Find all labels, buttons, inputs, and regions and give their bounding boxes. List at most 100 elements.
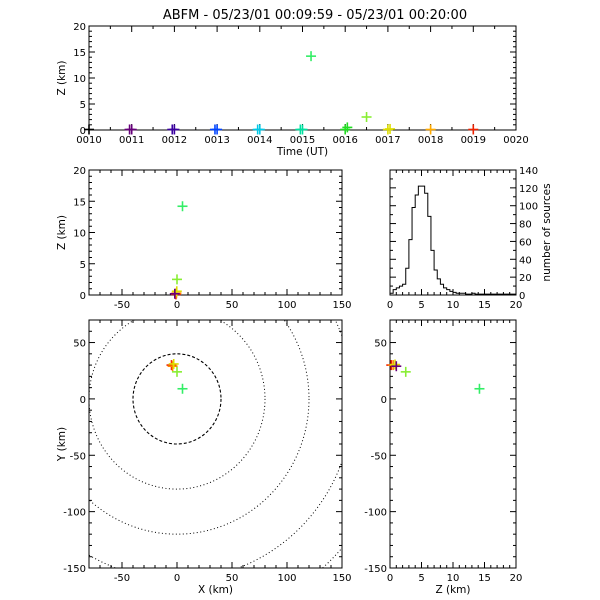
data-point bbox=[171, 286, 182, 297]
y-tick-label: 120 bbox=[519, 184, 538, 195]
x-tick-label: 0019 bbox=[461, 135, 486, 146]
y-tick-label: 0 bbox=[519, 291, 525, 302]
y-axis-label: Z (km) bbox=[56, 215, 68, 250]
x-tick-label: -50 bbox=[114, 300, 130, 311]
time-height-panel: 0010 0011 0012 0013 0014 0015 0016 0017 0018 0019… bbox=[56, 22, 529, 158]
data-point bbox=[168, 358, 179, 369]
x-tick-label: 10 bbox=[447, 573, 460, 584]
y-tick-label: 20 bbox=[519, 273, 532, 284]
data-point bbox=[177, 383, 188, 394]
x-tick-label: 0012 bbox=[162, 135, 187, 146]
range-rings bbox=[89, 320, 342, 568]
x-tick-label: 0011 bbox=[119, 135, 144, 146]
y-tick-label: 20 bbox=[73, 22, 86, 33]
data-point bbox=[474, 383, 485, 394]
data-point bbox=[361, 112, 372, 122]
x-tick-label: 0017 bbox=[375, 135, 400, 146]
y-tick-label: 140 bbox=[519, 166, 538, 177]
x-tick-label: 150 bbox=[332, 573, 351, 584]
x-tick-label: 5 bbox=[418, 300, 424, 311]
range-ring bbox=[132, 353, 222, 445]
y-tick-label: 50 bbox=[73, 339, 86, 350]
x-tick-label: 20 bbox=[510, 573, 523, 584]
data-point bbox=[169, 124, 180, 135]
y-tick-label: 0 bbox=[80, 291, 86, 302]
y-tick-label: -100 bbox=[63, 508, 86, 519]
y-tick-label: 0 bbox=[381, 395, 387, 406]
y-tick-label: 0 bbox=[80, 126, 86, 137]
x-tick-label: 0010 bbox=[76, 135, 101, 146]
x-tick-label: 0013 bbox=[204, 135, 229, 146]
range-ring bbox=[89, 320, 266, 490]
data-point bbox=[177, 201, 188, 212]
y-tick-label: 10 bbox=[73, 74, 86, 85]
data-point bbox=[126, 124, 137, 135]
data-point bbox=[172, 274, 182, 285]
histogram-outline bbox=[389, 185, 517, 295]
x-tick-label: 20 bbox=[510, 300, 523, 311]
data-point bbox=[391, 361, 402, 372]
x-tick-label: 0 bbox=[387, 573, 393, 584]
y-tick-label: -150 bbox=[63, 564, 86, 575]
x-tick-label: 15 bbox=[478, 573, 491, 584]
x-tick-label: 0020 bbox=[503, 135, 528, 146]
y-axis-label: Z (km) bbox=[56, 60, 68, 95]
x-tick-label: 100 bbox=[277, 573, 296, 584]
y-tick-label: -100 bbox=[364, 508, 387, 519]
x-axis-label: Z (km) bbox=[435, 584, 470, 596]
y-axis-label: number of sources bbox=[541, 183, 553, 281]
height-y-panel: 0 5 10 15 20 -150 -100 -50 0 50 Z (km) bbox=[364, 319, 523, 596]
y-tick-label: 50 bbox=[374, 339, 387, 350]
x-tick-label: 10 bbox=[447, 300, 460, 311]
data-point bbox=[306, 51, 317, 62]
data-point bbox=[167, 361, 178, 372]
x-tick-label: 0016 bbox=[332, 135, 357, 146]
y-tick-label: 80 bbox=[519, 220, 532, 231]
data-point bbox=[212, 124, 223, 135]
x-tick-label: 0 bbox=[387, 300, 393, 311]
x-tick-label: 15 bbox=[478, 300, 491, 311]
data-point bbox=[84, 124, 94, 135]
x-tick-label: 5 bbox=[418, 573, 424, 584]
data-point bbox=[166, 360, 177, 371]
data-point bbox=[172, 366, 182, 377]
x-tick-label: 100 bbox=[277, 300, 296, 311]
y-tick-label: -50 bbox=[371, 451, 387, 462]
x-tick-label: 150 bbox=[332, 300, 351, 311]
y-tick-label: 100 bbox=[519, 202, 538, 213]
data-point bbox=[169, 288, 180, 299]
data-point bbox=[390, 359, 401, 370]
x-axis-label: X (km) bbox=[198, 584, 233, 596]
y-tick-label: -150 bbox=[364, 564, 387, 575]
data-point bbox=[385, 123, 396, 134]
y-tick-label: 0 bbox=[80, 395, 86, 406]
data-point bbox=[425, 124, 436, 135]
figure-title: ABFM - 05/23/01 00:09:59 - 05/23/01 00:2… bbox=[163, 8, 467, 23]
x-tick-label: 0018 bbox=[418, 135, 443, 146]
y-tick-label: 15 bbox=[73, 48, 86, 59]
y-tick-label: 5 bbox=[80, 260, 86, 271]
x-tick-label: 0 bbox=[174, 300, 180, 311]
data-point bbox=[297, 124, 308, 135]
x-tick-label: 50 bbox=[226, 573, 239, 584]
x-height-panel: -50 0 50 100 150 0 5 10 15 20 Z (km) bbox=[56, 166, 352, 311]
x-tick-label: -50 bbox=[114, 573, 130, 584]
y-tick-label: 5 bbox=[80, 100, 86, 111]
y-tick-label: 20 bbox=[73, 166, 86, 177]
y-tick-label: 60 bbox=[519, 237, 532, 248]
x-tick-label: 50 bbox=[226, 300, 239, 311]
x-axis-label: Time (UT) bbox=[276, 146, 328, 158]
y-tick-label: 40 bbox=[519, 255, 532, 266]
data-point bbox=[342, 122, 353, 133]
x-tick-label: 0015 bbox=[290, 135, 315, 146]
data-point bbox=[400, 366, 411, 377]
y-tick-label: 10 bbox=[73, 229, 86, 240]
x-tick-label: 0014 bbox=[247, 135, 272, 146]
data-point bbox=[340, 124, 351, 135]
y-tick-label: 15 bbox=[73, 197, 86, 208]
y-axis-label: Y (km) bbox=[56, 427, 68, 462]
data-point bbox=[468, 124, 479, 135]
